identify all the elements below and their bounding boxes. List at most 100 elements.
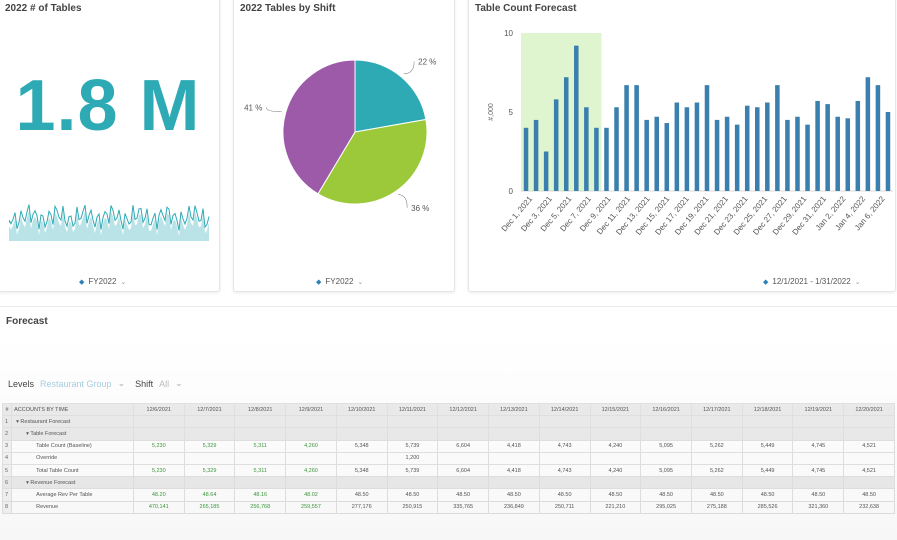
table-cell[interactable]: 5,311 <box>234 439 287 453</box>
table-cell[interactable]: 48.50 <box>335 488 388 502</box>
table-cell[interactable]: 5,262 <box>690 439 743 453</box>
table-cell[interactable] <box>386 427 439 441</box>
table-cell[interactable] <box>183 415 236 429</box>
table-cell[interactable] <box>386 476 439 490</box>
column-header[interactable]: 12/19/2021 <box>792 403 845 417</box>
row-label[interactable]: ▾ Revenue Forecast <box>11 476 134 490</box>
table-cell[interactable]: 1,200 <box>386 451 439 465</box>
table-cell[interactable]: 5,449 <box>741 463 794 478</box>
table-cell[interactable] <box>234 427 287 441</box>
table-cell[interactable] <box>285 415 337 429</box>
table-cell[interactable] <box>234 476 287 490</box>
table-cell[interactable] <box>488 415 540 429</box>
table-cell[interactable]: 48.16 <box>234 488 287 502</box>
table-cell[interactable] <box>285 451 337 465</box>
table-cell[interactable] <box>843 451 895 465</box>
table-cell[interactable]: 4,260 <box>285 463 337 478</box>
column-header[interactable]: 12/13/2021 <box>488 403 540 417</box>
column-header[interactable]: # <box>2 403 13 417</box>
row-label[interactable]: ▾ Restaurant Forecast <box>11 415 134 429</box>
table-cell[interactable]: 5,348 <box>335 463 388 478</box>
table-cell[interactable]: 5,311 <box>234 463 287 478</box>
table-cell[interactable]: 259,557 <box>285 500 337 514</box>
table-cell[interactable]: 335,765 <box>437 500 490 514</box>
column-header[interactable]: 12/10/2021 <box>335 403 388 417</box>
table-cell[interactable] <box>488 451 540 465</box>
table-cell[interactable]: 5,449 <box>741 439 794 453</box>
table-cell[interactable]: 236,849 <box>488 500 540 514</box>
table-cell[interactable]: 4,745 <box>792 439 845 453</box>
table-row[interactable]: 6 ▾ Revenue Forecast <box>2 476 895 490</box>
table-cell[interactable]: 5,230 <box>132 463 185 478</box>
table-cell[interactable]: 4,418 <box>488 439 540 453</box>
table-row[interactable]: 4 Override 1,200 <box>2 451 895 465</box>
table-cell[interactable]: 6,604 <box>437 439 490 453</box>
levels-select[interactable]: Restaurant Group <box>40 378 112 389</box>
table-row[interactable]: 5 Total Table Count 5,230 5,329 5,311 4,260 5,… <box>2 463 895 478</box>
column-header[interactable]: 12/8/2021 <box>234 403 287 417</box>
table-cell[interactable] <box>741 476 794 490</box>
table-cell[interactable]: 5,095 <box>640 439 692 453</box>
table-cell[interactable]: 4,240 <box>589 463 642 478</box>
table-cell[interactable] <box>538 451 591 465</box>
table-cell[interactable] <box>690 476 743 490</box>
table-cell[interactable] <box>335 476 388 490</box>
column-header[interactable]: 12/20/2021 <box>843 403 895 417</box>
table-row[interactable]: 2 ▾ Table Forecast <box>2 427 895 441</box>
table-cell[interactable]: 48.50 <box>792 488 845 502</box>
column-header[interactable]: 12/15/2021 <box>589 403 642 417</box>
column-header[interactable]: 12/9/2021 <box>285 403 337 417</box>
table-cell[interactable]: 285,526 <box>741 500 794 514</box>
table-cell[interactable]: 48.50 <box>690 488 743 502</box>
table-cell[interactable] <box>640 427 692 441</box>
table-cell[interactable] <box>183 451 236 465</box>
table-cell[interactable] <box>792 476 845 490</box>
pie-fiscal-year-filter[interactable]: ◆ FY2022 ⌄ <box>316 277 363 286</box>
table-cell[interactable] <box>843 415 895 429</box>
table-cell[interactable]: 48.20 <box>132 488 185 502</box>
table-cell[interactable] <box>234 451 287 465</box>
table-cell[interactable] <box>183 427 236 441</box>
table-cell[interactable]: 5,095 <box>640 463 692 478</box>
table-row[interactable]: 8 Revenue 470,141 265,185 256,768 259,557 277,… <box>2 500 895 514</box>
table-cell[interactable] <box>437 427 490 441</box>
table-cell[interactable] <box>640 451 692 465</box>
table-cell[interactable] <box>538 415 591 429</box>
table-cell[interactable] <box>690 415 743 429</box>
table-cell[interactable]: 321,360 <box>792 500 845 514</box>
table-cell[interactable] <box>690 451 743 465</box>
table-cell[interactable] <box>589 451 642 465</box>
table-cell[interactable] <box>741 451 794 465</box>
table-cell[interactable]: 250,711 <box>538 500 591 514</box>
table-cell[interactable] <box>285 427 337 441</box>
table-cell[interactable]: 256,768 <box>234 500 287 514</box>
table-cell[interactable]: 4,743 <box>538 439 591 453</box>
table-cell[interactable]: 5,739 <box>386 439 439 453</box>
table-row[interactable]: 7 Average Rev Per Table 48.20 48.64 48.16 48.… <box>2 488 895 502</box>
table-cell[interactable] <box>335 415 388 429</box>
column-header[interactable]: 12/16/2021 <box>640 403 692 417</box>
column-header[interactable]: 12/6/2021 <box>132 403 185 417</box>
table-cell[interactable]: 250,915 <box>386 500 439 514</box>
chevron-down-icon[interactable]: ⌄ <box>117 378 126 388</box>
table-cell[interactable]: 5,739 <box>386 463 439 478</box>
table-cell[interactable] <box>335 427 388 441</box>
chevron-down-icon[interactable]: ⌄ <box>175 378 183 388</box>
table-cell[interactable]: 5,329 <box>183 439 236 453</box>
table-cell[interactable]: 4,745 <box>792 463 845 478</box>
table-cell[interactable]: 48.50 <box>640 488 692 502</box>
row-label[interactable]: Table Count (Baseline) <box>11 439 134 453</box>
table-cell[interactable] <box>386 415 439 429</box>
table-cell[interactable] <box>538 427 591 441</box>
table-cell[interactable] <box>132 476 185 490</box>
table-cell[interactable]: 277,176 <box>335 500 388 514</box>
table-cell[interactable]: 6,604 <box>437 463 490 478</box>
table-cell[interactable] <box>640 415 692 429</box>
table-cell[interactable]: 48.64 <box>183 488 236 502</box>
row-label[interactable]: Total Table Count <box>11 463 134 478</box>
table-cell[interactable]: 48.50 <box>589 488 642 502</box>
row-label[interactable]: ▾ Table Forecast <box>11 427 134 441</box>
table-row[interactable]: 1 ▾ Restaurant Forecast <box>2 415 895 429</box>
table-cell[interactable] <box>792 415 845 429</box>
date-range-filter[interactable]: ◆ 12/1/2021 - 1/31/2022 ⌄ <box>763 277 861 286</box>
